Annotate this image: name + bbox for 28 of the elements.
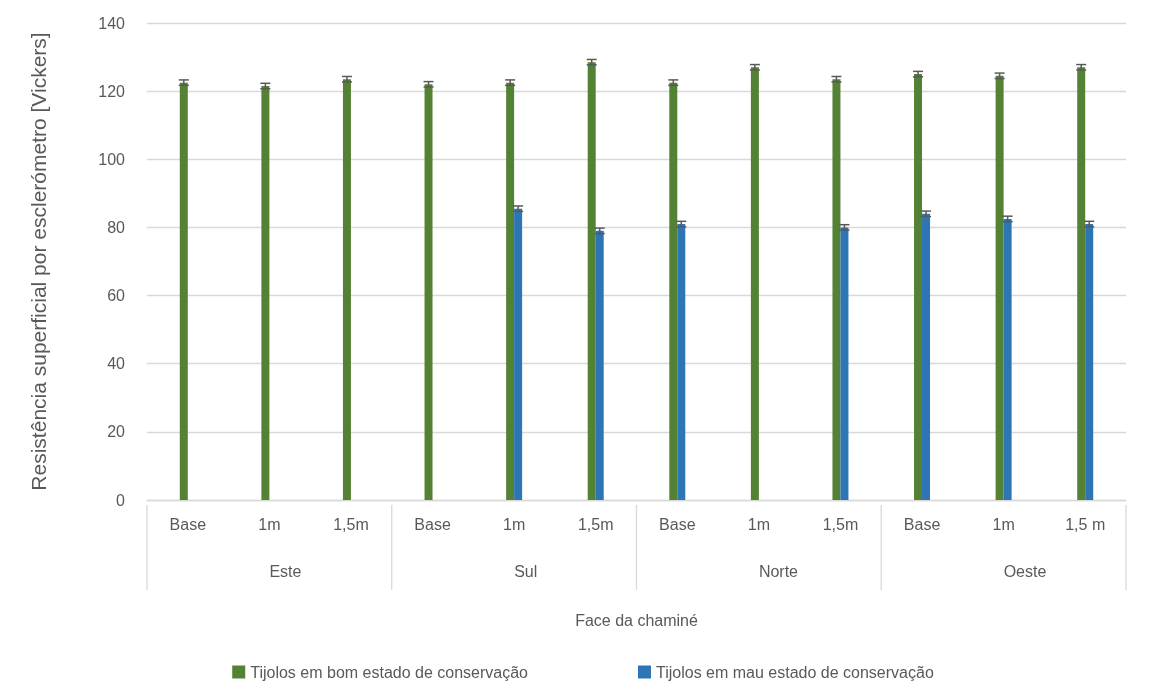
x-axis-title: Face da chaminé xyxy=(575,611,698,629)
text: Sul xyxy=(514,562,538,580)
x-tick-label: 1,5m xyxy=(333,515,369,533)
y-tick-label: 40 xyxy=(107,355,126,373)
text: Norte xyxy=(758,562,799,580)
x-tick-label: 1m xyxy=(503,515,526,533)
y-tick-label: 80 xyxy=(107,218,126,236)
legend-label: Tijolos em mau estado de conservação xyxy=(656,663,934,681)
x-tick-label: Base xyxy=(414,515,451,533)
x-tick-label: Base xyxy=(169,515,207,533)
y-tick-label: 100 xyxy=(98,150,126,168)
x-tick-label: 1,5m xyxy=(822,515,859,533)
y-tick-label: 20 xyxy=(107,423,126,441)
x-tick-label: 1m xyxy=(747,515,770,533)
y-axis-title: Resistência superficial por esclerómetro [Vickers] xyxy=(26,32,50,491)
y-tick-label: 140 xyxy=(98,14,126,32)
x-tick-label: 1,5 m xyxy=(1065,515,1106,533)
y-tick-label: 120 xyxy=(98,82,126,100)
x-tick-label: Base xyxy=(659,515,696,533)
x-tick-label: 1,5m xyxy=(577,515,614,533)
text: Oeste xyxy=(1003,562,1047,580)
x-tick-label: Base xyxy=(903,515,941,533)
legend-label: Tijolos em bom estado de conservação xyxy=(250,663,529,681)
text: Este xyxy=(269,562,302,580)
y-tick-label: 60 xyxy=(107,287,126,305)
y-tick-label: 0 xyxy=(116,491,126,509)
x-tick-label: 1m xyxy=(992,515,1015,533)
x-tick-label: 1m xyxy=(258,515,281,533)
